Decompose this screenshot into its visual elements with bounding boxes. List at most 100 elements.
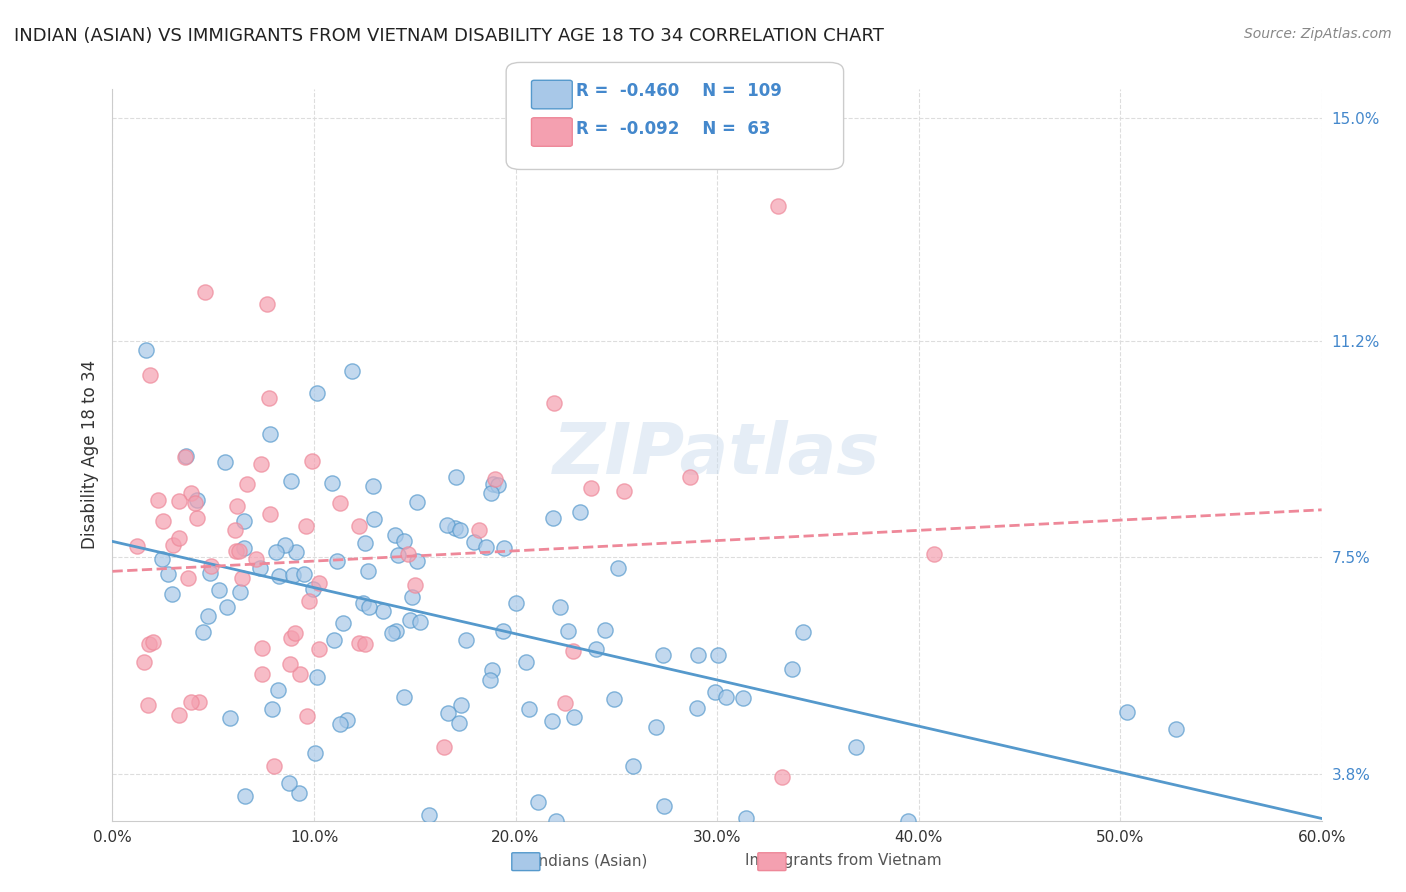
Point: [184, 496, 207, 510]
Point: [585, 641, 607, 656]
Point: [177, 570, 200, 584]
Point: [354, 536, 377, 550]
Point: [517, 702, 540, 716]
Point: [349, 519, 371, 533]
Point: [136, 698, 159, 713]
Point: [288, 666, 311, 681]
Point: [186, 493, 208, 508]
Point: [150, 551, 173, 566]
Point: [579, 481, 602, 495]
Point: [301, 454, 323, 468]
Point: [463, 534, 485, 549]
Point: [381, 625, 404, 640]
Point: [406, 554, 429, 568]
Point: [224, 524, 246, 538]
Point: [257, 391, 280, 405]
Point: [543, 396, 565, 410]
Point: [703, 685, 725, 699]
Point: [169, 707, 191, 722]
Point: [686, 648, 709, 663]
Point: [162, 538, 184, 552]
Point: [249, 457, 271, 471]
Point: [263, 758, 285, 772]
Point: [194, 285, 217, 300]
Text: Indians (Asian): Indians (Asian): [534, 854, 647, 868]
Text: Immigrants from Vietnam: Immigrants from Vietnam: [745, 854, 942, 868]
Point: [353, 637, 375, 651]
Point: [225, 543, 247, 558]
Point: [433, 740, 456, 755]
Point: [562, 710, 585, 724]
Point: [321, 476, 343, 491]
Point: [707, 648, 730, 663]
Point: [142, 634, 165, 648]
Point: [621, 759, 644, 773]
Point: [326, 554, 349, 568]
Point: [256, 296, 278, 310]
Point: [766, 199, 789, 213]
Point: [363, 479, 385, 493]
Point: [302, 582, 325, 596]
Point: [298, 593, 321, 607]
Point: [436, 518, 458, 533]
Point: [392, 690, 415, 705]
Point: [167, 532, 190, 546]
Point: [287, 786, 309, 800]
Point: [371, 604, 394, 618]
Point: [259, 507, 281, 521]
Point: [174, 449, 197, 463]
Point: [233, 541, 256, 555]
Point: [554, 696, 576, 710]
Point: [734, 811, 756, 825]
Point: [267, 569, 290, 583]
Point: [146, 493, 169, 508]
Point: [652, 648, 675, 663]
Point: [236, 476, 259, 491]
Point: [593, 623, 616, 637]
Point: [277, 775, 299, 789]
Point: [544, 814, 567, 828]
Point: [226, 500, 249, 514]
Point: [1166, 722, 1188, 736]
Point: [294, 519, 316, 533]
Point: [486, 477, 509, 491]
Point: [557, 624, 579, 639]
Text: ZIPatlas: ZIPatlas: [554, 420, 880, 490]
Point: [384, 624, 406, 638]
Point: [200, 566, 222, 580]
Point: [770, 770, 793, 784]
Point: [280, 631, 302, 645]
Point: [474, 540, 496, 554]
Point: [340, 364, 363, 378]
Point: [132, 655, 155, 669]
Point: [264, 544, 287, 558]
Point: [266, 682, 288, 697]
Point: [359, 600, 381, 615]
Point: [357, 565, 380, 579]
Point: [384, 527, 406, 541]
Point: [200, 559, 222, 574]
Point: [363, 512, 385, 526]
Point: [922, 547, 945, 561]
Point: [228, 544, 250, 558]
Point: [562, 643, 585, 657]
Point: [219, 711, 242, 725]
Point: [792, 625, 814, 640]
Point: [845, 740, 868, 755]
Point: [197, 609, 219, 624]
Point: [260, 702, 283, 716]
Point: [603, 692, 626, 706]
Point: [217, 599, 239, 614]
Point: [652, 798, 675, 813]
Point: [607, 561, 630, 575]
Point: [897, 814, 920, 828]
Point: [418, 808, 440, 822]
Point: [443, 521, 465, 535]
Point: [193, 625, 215, 640]
Point: [329, 717, 352, 731]
Point: [568, 505, 591, 519]
Point: [679, 469, 702, 483]
Point: [214, 455, 236, 469]
Point: [229, 584, 252, 599]
Point: [396, 547, 419, 561]
